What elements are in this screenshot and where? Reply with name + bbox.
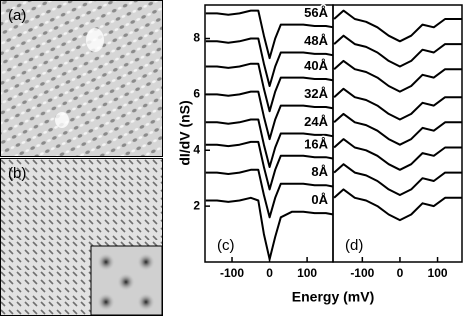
bright-spot xyxy=(55,112,69,128)
y-tick-label: 6 xyxy=(193,87,200,101)
spectrum-line xyxy=(205,140,334,191)
x-tick-label: 0 xyxy=(397,266,404,280)
panel-label: (d) xyxy=(345,237,363,254)
inset-blob xyxy=(97,253,115,271)
x-tick-label: 100 xyxy=(428,266,448,280)
x-tick-label: 0 xyxy=(266,266,273,280)
x-tick-label: 100 xyxy=(297,266,317,280)
curve-label: 0Å xyxy=(311,192,328,207)
spectrum-line xyxy=(333,9,462,43)
inset-blob xyxy=(97,293,115,311)
curve-label: 48Å xyxy=(304,33,328,48)
y-axis-label: dI/dV (nS) xyxy=(177,100,193,165)
curve-label: 16Å xyxy=(304,136,328,151)
curve-label: 40Å xyxy=(304,58,328,73)
x-axis-label: Energy (mV) xyxy=(292,289,374,305)
inset-blob xyxy=(137,293,155,311)
plot-frame xyxy=(332,4,463,263)
spectrum-line xyxy=(205,37,334,87)
curve-label: 8Å xyxy=(311,164,328,179)
spectrum-line xyxy=(333,138,462,171)
spectrum-line xyxy=(205,9,334,60)
panel-label: (b) xyxy=(8,165,26,182)
bright-spot xyxy=(86,28,104,52)
image-a: (a) xyxy=(0,0,163,157)
inset-blob xyxy=(117,273,135,291)
spectrum-line xyxy=(333,34,462,68)
y-tick-label: 4 xyxy=(193,142,200,156)
x-tick-label: -100 xyxy=(350,266,374,280)
image-b: (b) xyxy=(0,158,163,316)
spectrum-line xyxy=(333,188,462,222)
inset-blob xyxy=(137,253,155,271)
panel-label: (c) xyxy=(217,237,235,254)
y-tick-label: 2 xyxy=(193,198,200,212)
spectrum-line xyxy=(333,87,462,121)
panel-label: (a) xyxy=(8,7,26,24)
spectrum-line xyxy=(333,112,462,146)
spectrum-line xyxy=(333,59,462,93)
spectrum-line xyxy=(205,62,334,113)
curve-label: 24Å xyxy=(304,114,328,129)
spectrum-line xyxy=(205,168,334,219)
spectrum-line xyxy=(205,90,334,141)
x-tick-label: -100 xyxy=(220,266,244,280)
curve-label: 32Å xyxy=(304,86,328,101)
stm-image xyxy=(0,0,163,157)
spectrum-line xyxy=(205,196,334,261)
curve-label: 56Å xyxy=(304,5,328,20)
y-tick-label: 8 xyxy=(193,31,200,45)
spectrum-line xyxy=(205,118,334,168)
spectrum-line xyxy=(333,163,462,196)
